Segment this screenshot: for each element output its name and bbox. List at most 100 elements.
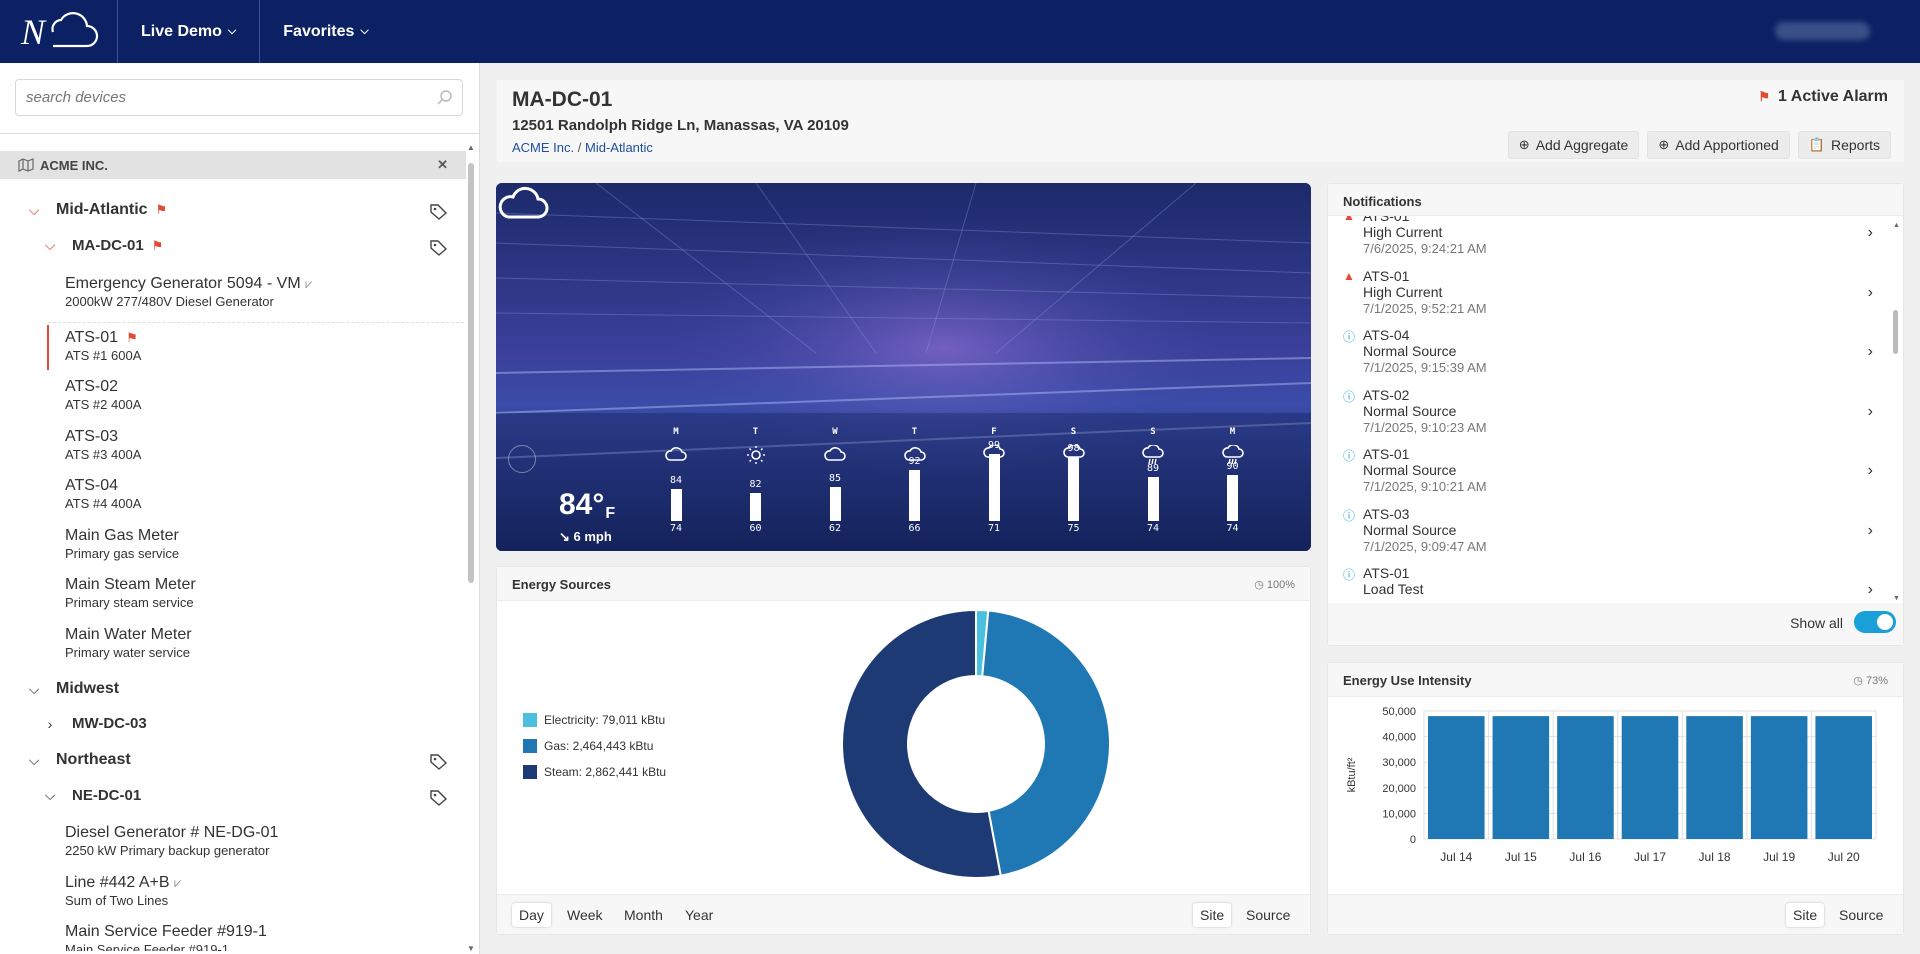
collapse-all-icon[interactable]: ✕ [437, 157, 448, 172]
chevron-right-icon[interactable]: › [1867, 224, 1873, 241]
device-item[interactable]: Diesel Generator # NE-DG-01 2250 kW Prim… [65, 824, 278, 858]
app-logo[interactable]: N [0, 0, 118, 63]
eui-bar[interactable] [1686, 716, 1743, 839]
chevron-right-icon[interactable]: › [47, 715, 53, 732]
period-day-button[interactable]: Day [512, 903, 551, 927]
notification-device: ATS-01 [1363, 267, 1410, 284]
cloud-icon [498, 186, 549, 219]
breadcrumb-org[interactable]: ACME Inc. [512, 140, 575, 155]
tag-icon[interactable] [430, 790, 448, 806]
notification-item[interactable]: ⓘ ATS-01 Normal Source 7/1/2025, 9:10:21 AM… [1343, 446, 1873, 494]
active-alarm-indicator[interactable]: ⚑ 1 Active Alarm [1758, 88, 1888, 106]
mode-site-button[interactable]: Site [1193, 903, 1232, 927]
menu-live-demo[interactable]: Live Demo ⌵ [118, 0, 261, 63]
notification-item[interactable]: ⓘ ATS-04 Normal Source 7/1/2025, 9:15:39 AM… [1343, 327, 1873, 375]
notifications-list[interactable]: ▲ ATS-01 High Current 7/6/2025, 9:24:21 AM ›… [1328, 216, 1890, 604]
notification-device: ATS-01 [1363, 446, 1410, 462]
breadcrumb-region[interactable]: Mid-Atlantic [585, 140, 653, 155]
device-item[interactable]: Main Water Meter Primary water service [65, 626, 192, 660]
panel-title: Energy Use Intensity [1343, 673, 1472, 688]
chevron-down-icon[interactable]: ⌵ [28, 201, 40, 218]
eui-bar[interactable] [1621, 716, 1679, 839]
eui-bar[interactable] [1815, 716, 1872, 839]
period-month-button[interactable]: Month [624, 907, 663, 923]
site-label: NE-DC-01 [72, 787, 142, 804]
org-header[interactable]: ACME INC. ✕ [0, 151, 466, 179]
search-icon[interactable] [436, 89, 454, 107]
device-item-selected[interactable]: ATS-01 ⚑ ATS #1 600A [65, 329, 141, 363]
forecast-low-temp: 66 [908, 523, 921, 534]
notification-item[interactable]: ▲ ATS-01 High Current 7/1/2025, 9:52:21 AM › [1343, 268, 1873, 316]
scroll-up-icon[interactable]: ▲ [467, 143, 475, 152]
add-aggregate-button[interactable]: ⊕ Add Aggregate [1507, 131, 1640, 159]
search-input[interactable] [16, 80, 416, 115]
tree-region-northeast[interactable]: ⌵ Northeast [26, 751, 492, 769]
mode-source-button[interactable]: Source [1246, 907, 1291, 923]
period-year-button[interactable]: Year [685, 907, 714, 923]
scroll-up-icon[interactable]: ▲ [1893, 222, 1900, 229]
legend-swatch [523, 713, 537, 727]
scrollbar-thumb[interactable] [1893, 310, 1898, 354]
notification-event: Normal Source [1363, 462, 1457, 478]
menu-icon[interactable] [508, 445, 536, 473]
device-item[interactable]: Main Service Feeder #919-1 Main Service … [65, 923, 267, 951]
add-apportioned-button[interactable]: ⊕ Add Apportioned [1647, 131, 1790, 159]
tree-site-ma-dc-01[interactable]: ⌵ MA-DC-01 ⚑ [42, 237, 508, 254]
chevron-right-icon[interactable]: › [1867, 402, 1873, 420]
chevron-down-icon[interactable]: ⌵ [28, 680, 40, 697]
chevron-down-icon[interactable]: ⌵ [44, 787, 56, 803]
chevron-right-icon[interactable]: › [1867, 521, 1873, 539]
period-week-button[interactable]: Week [567, 907, 603, 923]
sidebar-scrollbar[interactable]: ▲ ▼ [466, 143, 476, 953]
notifications-scrollbar[interactable]: ▲ ▼ [1891, 222, 1900, 602]
mode-site-button[interactable]: Site [1786, 903, 1825, 927]
notification-device: ATS-02 [1363, 386, 1410, 403]
chevron-right-icon[interactable]: › [1867, 343, 1873, 360]
chevron-down-icon[interactable]: ⌵ [44, 237, 56, 253]
device-name: ATS-03 [65, 428, 119, 445]
device-item[interactable]: ATS-03 ATS #3 400A [65, 428, 141, 462]
notification-event: Normal Source [1363, 402, 1457, 419]
tag-icon[interactable] [430, 204, 448, 220]
chevron-right-icon[interactable]: › [1867, 283, 1873, 301]
eui-bar[interactable] [1492, 716, 1550, 839]
legend-swatch [523, 739, 537, 753]
chevron-right-icon[interactable]: › [1867, 581, 1873, 598]
notification-item[interactable]: ⓘ ATS-03 Normal Source 7/1/2025, 9:09:47 AM… [1343, 506, 1873, 554]
device-item[interactable]: Line #442 A+B ⩗ Sum of Two Lines [65, 874, 181, 908]
chevron-down-icon[interactable]: ⌵ [28, 751, 40, 768]
eui-bar[interactable] [1428, 716, 1485, 839]
scroll-down-icon[interactable]: ▼ [467, 944, 475, 953]
forecast-temp-bar [1068, 456, 1079, 521]
notification-item[interactable]: ⓘ ATS-02 Normal Source 7/1/2025, 9:10:23 AM… [1343, 387, 1873, 435]
device-item[interactable]: ATS-04 ATS #4 400A [65, 477, 141, 511]
tree-site-mw-dc-03[interactable]: › MW-DC-03 [42, 715, 508, 732]
user-menu[interactable] [1775, 22, 1870, 40]
notification-item[interactable]: ⓘ ATS-01 Load Test › [1343, 565, 1873, 598]
chevron-right-icon[interactable]: › [1867, 462, 1873, 479]
tree-region-mid-atlantic[interactable]: ⌵ Mid-Atlantic ⚑ [26, 201, 492, 219]
tree-region-midwest[interactable]: ⌵ Midwest [26, 680, 492, 698]
mode-source-button[interactable]: Source [1839, 907, 1884, 923]
reports-button[interactable]: 📋 Reports [1797, 131, 1891, 159]
eui-bar[interactable] [1557, 716, 1614, 839]
scrollbar-thumb[interactable] [468, 163, 474, 583]
legend-label: Gas: 2,464,443 kBtu [544, 739, 654, 753]
forecast-high-temp: 89 [1146, 463, 1160, 475]
notification-device: ATS-01 [1363, 216, 1410, 224]
donut-slice-gas[interactable] [981, 609, 1111, 877]
scroll-down-icon[interactable]: ▼ [1893, 595, 1900, 602]
tag-icon[interactable] [430, 754, 448, 770]
completeness-badge: ◷ 73% [1853, 675, 1888, 687]
show-all-toggle[interactable] [1854, 611, 1896, 633]
device-item[interactable]: Emergency Generator 5094 - VM ⩗ 2000kW 2… [65, 275, 312, 309]
notification-item[interactable]: ▲ ATS-01 High Current 7/6/2025, 9:24:21 AM › [1343, 216, 1873, 256]
eui-bar[interactable] [1750, 716, 1808, 839]
device-item[interactable]: Main Steam Meter Primary steam service [65, 576, 196, 610]
donut-slice-steam[interactable] [841, 609, 1002, 879]
tag-icon[interactable] [430, 240, 448, 256]
tree-site-ne-dc-01[interactable]: ⌵ NE-DC-01 [42, 787, 508, 804]
menu-favorites[interactable]: Favorites ⌵ [260, 0, 391, 63]
device-item[interactable]: Main Gas Meter Primary gas service [65, 527, 179, 561]
device-item[interactable]: ATS-02 ATS #2 400A [65, 378, 141, 412]
